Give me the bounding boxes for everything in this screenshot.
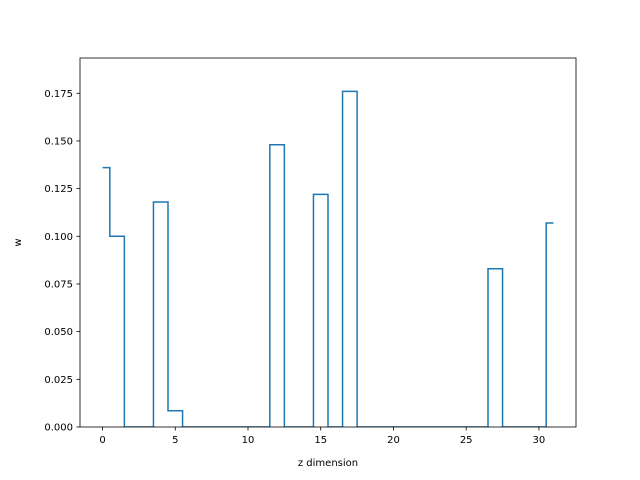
- x-tick-label: 30: [533, 435, 546, 446]
- x-axis-label: z dimension: [298, 458, 358, 469]
- axes: 0 5 10 15 20 25 30 0.000 0.025 0.050 0.075 0.100 0.1…: [44, 57, 577, 446]
- x-tick-label: 5: [172, 435, 178, 446]
- x-tick-label: 0: [99, 435, 105, 446]
- y-tick-label: 0.175: [44, 89, 73, 100]
- y-tick-label: 0.100: [44, 232, 73, 243]
- series-line-0: [102, 90, 554, 427]
- plot-area: [102, 90, 554, 427]
- x-tick-label: 20: [387, 435, 400, 446]
- axes-frame: [79, 57, 577, 428]
- y-axis-label: w: [13, 238, 24, 246]
- y-tick-label: 0.125: [44, 184, 73, 195]
- y-tick-label: 0.000: [44, 423, 73, 434]
- x-tick-label: 10: [242, 435, 255, 446]
- y-tick-label: 0.025: [44, 375, 73, 386]
- y-tick-label: 0.150: [44, 136, 73, 147]
- y-tick-label: 0.075: [44, 279, 73, 290]
- x-tick-label: 15: [314, 435, 327, 446]
- y-tick-label: 0.050: [44, 327, 73, 338]
- x-tick-label: 25: [460, 435, 473, 446]
